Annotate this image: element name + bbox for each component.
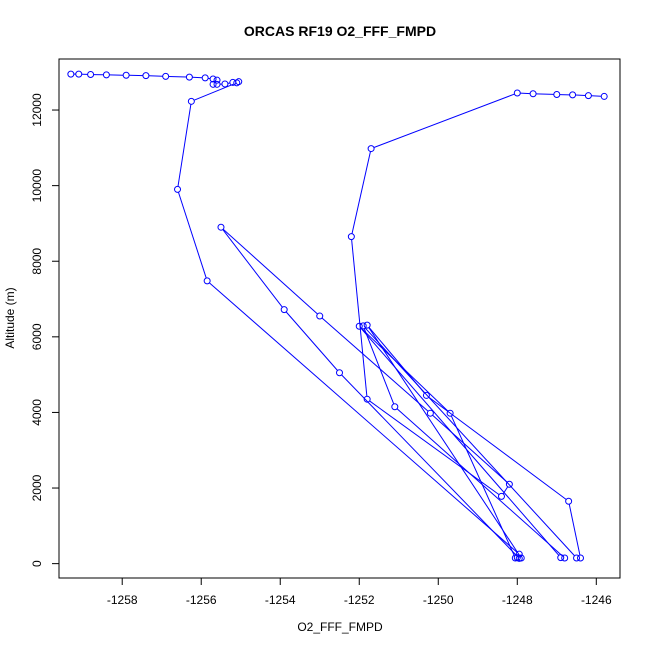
data-point <box>233 79 241 87</box>
x-tick-label: -1256 <box>186 593 217 607</box>
series-line-segment <box>568 504 581 556</box>
series-line-segment <box>321 317 429 412</box>
data-point <box>529 90 537 98</box>
data-point <box>513 89 521 97</box>
data-point <box>569 91 577 99</box>
data-point <box>515 550 523 558</box>
y-tick-label: 2000 <box>30 474 44 501</box>
series-line-segment <box>536 93 554 95</box>
series-line-layer <box>73 73 602 557</box>
chart-title: ORCAS RF19 O2_FFF_FMPD <box>244 23 436 39</box>
data-point <box>162 72 170 80</box>
series-line-segment <box>368 327 520 556</box>
x-tick-label: -1252 <box>344 593 375 607</box>
series-line-segment <box>361 327 449 412</box>
series-line-segment <box>168 75 187 78</box>
data-point <box>316 312 324 320</box>
series-line-segment <box>369 400 500 495</box>
series-line-segment <box>177 192 207 279</box>
series-line-segment <box>285 311 338 371</box>
data-point <box>67 70 75 78</box>
data-point <box>221 80 229 88</box>
data-point <box>336 369 343 377</box>
data-point <box>209 80 217 88</box>
data-point <box>201 74 209 82</box>
y-tick-label: 6000 <box>30 323 44 350</box>
data-point <box>87 70 95 78</box>
series-line-segment <box>222 229 283 308</box>
data-point <box>75 70 83 78</box>
series-line-segment <box>396 408 563 557</box>
data-point <box>359 322 367 330</box>
data-point <box>347 233 355 241</box>
series-line-segment <box>193 83 235 101</box>
data-point <box>367 145 375 153</box>
series-line-segment <box>450 415 515 556</box>
data-point <box>565 497 573 505</box>
data-point <box>203 277 211 285</box>
data-point <box>573 554 581 562</box>
y-axis: 0 2000 4000 6000 8000 10000 12000 <box>30 93 59 567</box>
x-tick-label: -1246 <box>581 593 612 607</box>
series-line-segment <box>373 93 515 148</box>
data-point <box>584 92 592 100</box>
data-point <box>280 306 288 314</box>
data-point <box>185 73 193 81</box>
series-line-segment <box>351 151 371 234</box>
series-line-segment <box>351 239 368 397</box>
x-tick-label: -1254 <box>265 593 296 607</box>
series-line-segment <box>177 104 192 187</box>
data-point <box>426 409 434 417</box>
data-point <box>187 97 195 105</box>
data-point <box>213 80 221 88</box>
data-point <box>505 480 513 488</box>
data-point <box>213 76 221 84</box>
x-axis-label: O2_FFF_FMPD <box>297 620 383 634</box>
data-point <box>217 223 225 231</box>
y-tick-label: 10000 <box>30 169 44 203</box>
series-line-segment <box>502 486 509 495</box>
series-line-segment <box>341 374 518 557</box>
data-point <box>576 554 584 562</box>
data-point <box>102 71 110 79</box>
series-line-segment <box>432 414 508 483</box>
data-point <box>391 403 399 411</box>
series-line-segment <box>363 328 395 405</box>
x-tick-label: -1248 <box>502 593 533 607</box>
y-tick-label: 0 <box>30 560 44 567</box>
y-tick-label: 4000 <box>30 399 44 426</box>
data-point <box>515 554 523 562</box>
data-point <box>174 185 182 193</box>
series-line-segment <box>428 396 567 500</box>
data-point <box>363 321 371 329</box>
x-tick-label: -1250 <box>423 593 454 607</box>
series-line-segment <box>360 328 560 556</box>
y-tick-label: 12000 <box>30 93 44 127</box>
data-point <box>511 554 519 562</box>
plot-frame <box>58 58 621 579</box>
data-point <box>497 492 505 500</box>
data-point <box>209 75 217 83</box>
data-point <box>553 91 561 99</box>
series-line-segment <box>209 282 518 553</box>
series-line-segment <box>148 75 163 77</box>
x-axis: -1258 -1256 -1254 -1252 -1250 -1248 -1246 <box>107 578 612 607</box>
y-axis-label: Altitude (m) <box>3 287 17 348</box>
data-point <box>422 391 430 399</box>
data-point <box>561 554 569 562</box>
data-point <box>446 409 454 417</box>
data-point <box>557 554 565 562</box>
data-points-layer <box>67 70 608 562</box>
data-point <box>355 322 363 330</box>
series-line-segment <box>222 228 318 315</box>
data-point <box>142 72 150 80</box>
data-point <box>122 71 130 79</box>
data-point <box>363 395 371 403</box>
data-point <box>600 92 608 100</box>
x-tick-label: -1258 <box>107 593 138 607</box>
y-tick-label: 8000 <box>30 248 44 275</box>
